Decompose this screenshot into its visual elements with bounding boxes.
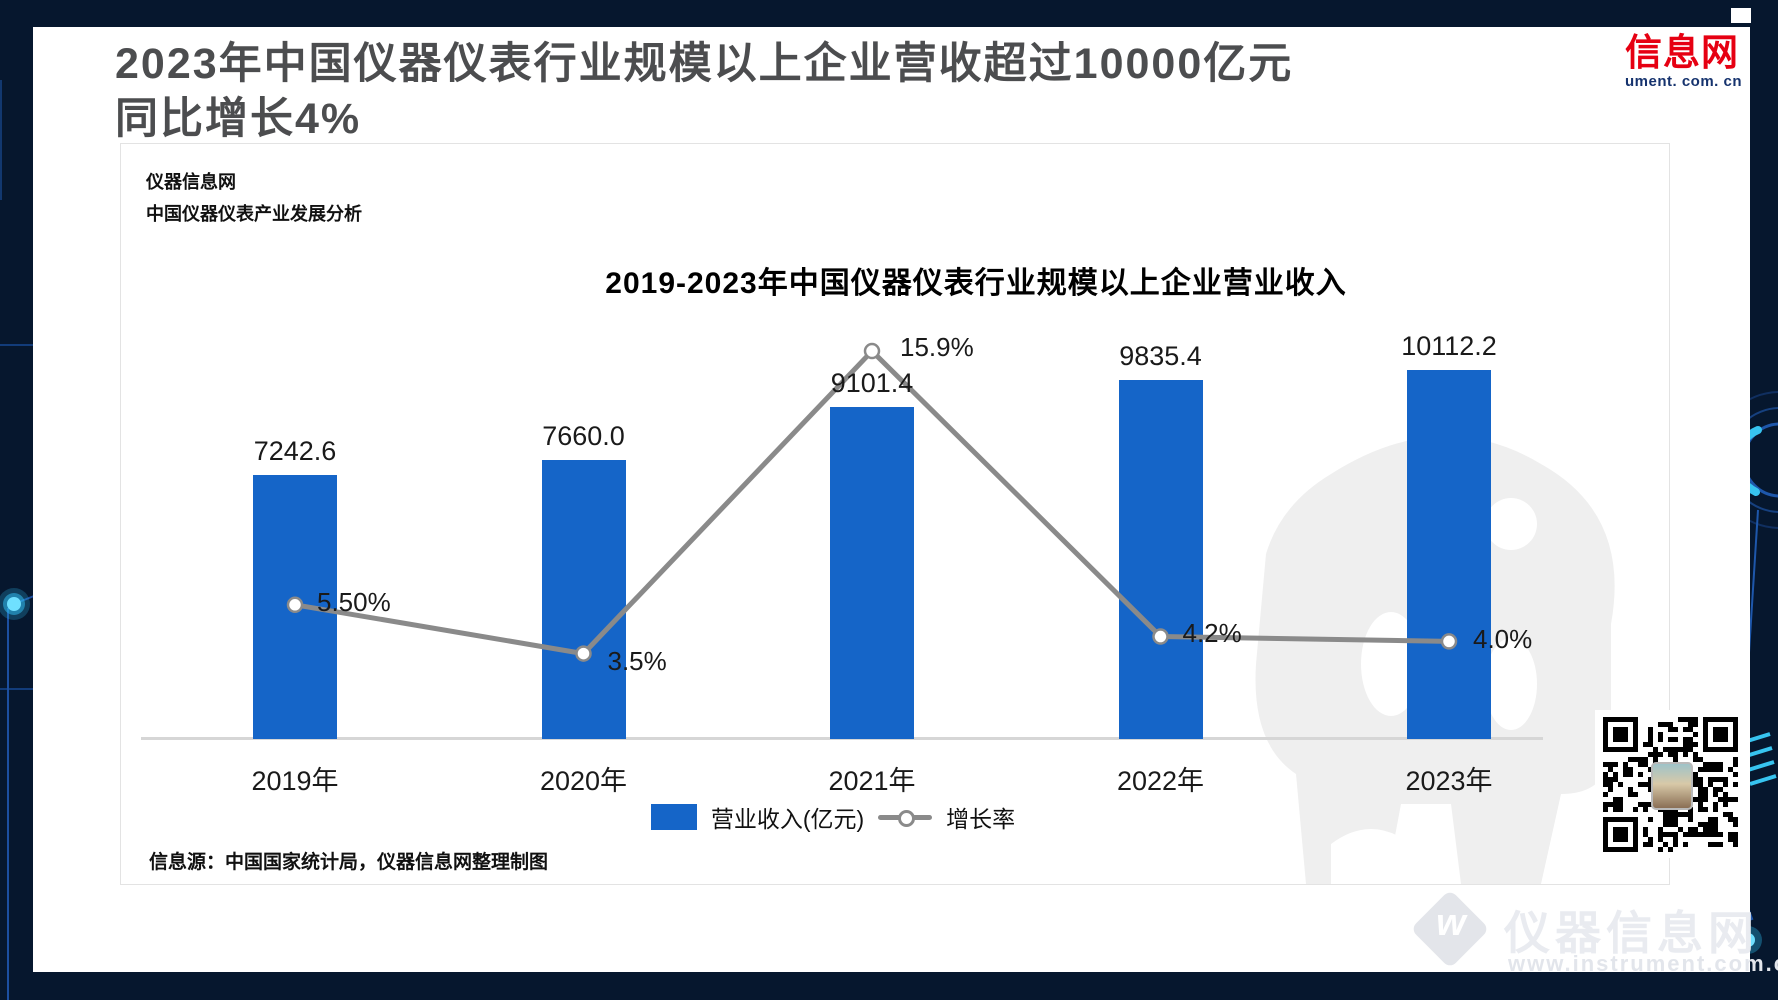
bar-2020年 bbox=[541, 460, 626, 739]
chart-panel: 仪器信息网 中国仪器仪表产业发展分析 2019-2023年中国仪器仪表行业规模以… bbox=[120, 143, 1670, 885]
brand-watermark: w 仪器信息网 www.instrument.com.cn bbox=[1408, 889, 1778, 985]
source-note: 信息源：中国国家统计局，仪器信息网整理制图 bbox=[149, 852, 549, 873]
panel-meta-site: 仪器信息网 bbox=[146, 172, 236, 192]
brand-watermark-url: www.instrument.com.cn bbox=[1508, 951, 1778, 976]
x-axis-label: 2020年 bbox=[539, 766, 628, 796]
growth-rate-label: 4.0% bbox=[1473, 624, 1533, 655]
bar-value-label: 9835.4 bbox=[1119, 341, 1202, 371]
site-logo-domain: ument. com. cn bbox=[1625, 73, 1743, 90]
growth-rate-label: 3.5% bbox=[607, 645, 667, 676]
bar-value-label: 9101.4 bbox=[830, 368, 914, 398]
page-title-line1: 2023年中国仪器仪表行业规模以上企业营收超过10000亿元 bbox=[115, 40, 1294, 88]
bar-2023年 bbox=[1407, 370, 1491, 739]
bar-2021年 bbox=[830, 407, 914, 739]
growth-rate-line bbox=[286, 342, 1458, 662]
qr-center-photo bbox=[1651, 762, 1693, 810]
bar-value-label: 7242.6 bbox=[253, 436, 337, 466]
plot-area: 7242.6 7660.0 9101.4 9835.4 10112.2 5.50% 3.5%… bbox=[121, 144, 1669, 739]
page-title: 2023年中国仪器仪表行业规模以上企业营收超过10000亿元 同比增长4% bbox=[115, 37, 1595, 147]
x-axis-label: 2019年 bbox=[251, 766, 339, 796]
line-marker-icon bbox=[863, 342, 881, 360]
growth-rate-label: 5.50% bbox=[317, 586, 391, 617]
bar-value-label: 10112.2 bbox=[1401, 331, 1497, 361]
page-title-line2: 同比增长4% bbox=[115, 95, 362, 143]
panel-meta-topic: 中国仪器仪表产业发展分析 bbox=[146, 204, 362, 224]
x-axis-label: 2021年 bbox=[828, 766, 916, 796]
top-right-notch bbox=[1731, 8, 1751, 23]
bar-value-label: 7660.0 bbox=[542, 421, 625, 451]
growth-rate-label: 15.9% bbox=[900, 332, 974, 363]
legend-bar-swatch bbox=[650, 804, 697, 830]
growth-rate-label: 4.2% bbox=[1182, 617, 1242, 648]
chart-title: 2019-2023年中国仪器仪表行业规模以上企业营业收入 bbox=[605, 267, 1347, 300]
brand-diamond-logo-icon: w bbox=[1410, 889, 1490, 969]
x-axis-label: 2023年 bbox=[1405, 766, 1493, 796]
site-logo-text: 信息网 bbox=[1625, 32, 1739, 73]
site-logo: 信息网 ument. com. cn bbox=[1625, 33, 1750, 91]
qr-code bbox=[1595, 710, 1745, 858]
line-marker-icon bbox=[1152, 628, 1169, 645]
bar-2022年 bbox=[1118, 380, 1203, 739]
line-marker-icon bbox=[286, 596, 304, 614]
x-axis-label: 2022年 bbox=[1116, 766, 1205, 796]
legend-line-label: 增长率 bbox=[946, 806, 1016, 832]
legend-bar-label: 营业收入(亿元) bbox=[710, 806, 865, 832]
slide-card: 2023年中国仪器仪表行业规模以上企业营收超过10000亿元 同比增长4% 信息… bbox=[33, 27, 1750, 972]
legend-line-marker-icon bbox=[898, 810, 916, 827]
line-marker-icon bbox=[575, 645, 592, 662]
chart-legend: 营业收入(亿元) 增长率 bbox=[59, 800, 1607, 834]
legend-line-sample bbox=[878, 804, 933, 830]
line-marker-icon bbox=[1440, 633, 1458, 650]
brand-watermark-text: 仪器信息网 bbox=[1504, 907, 1759, 959]
